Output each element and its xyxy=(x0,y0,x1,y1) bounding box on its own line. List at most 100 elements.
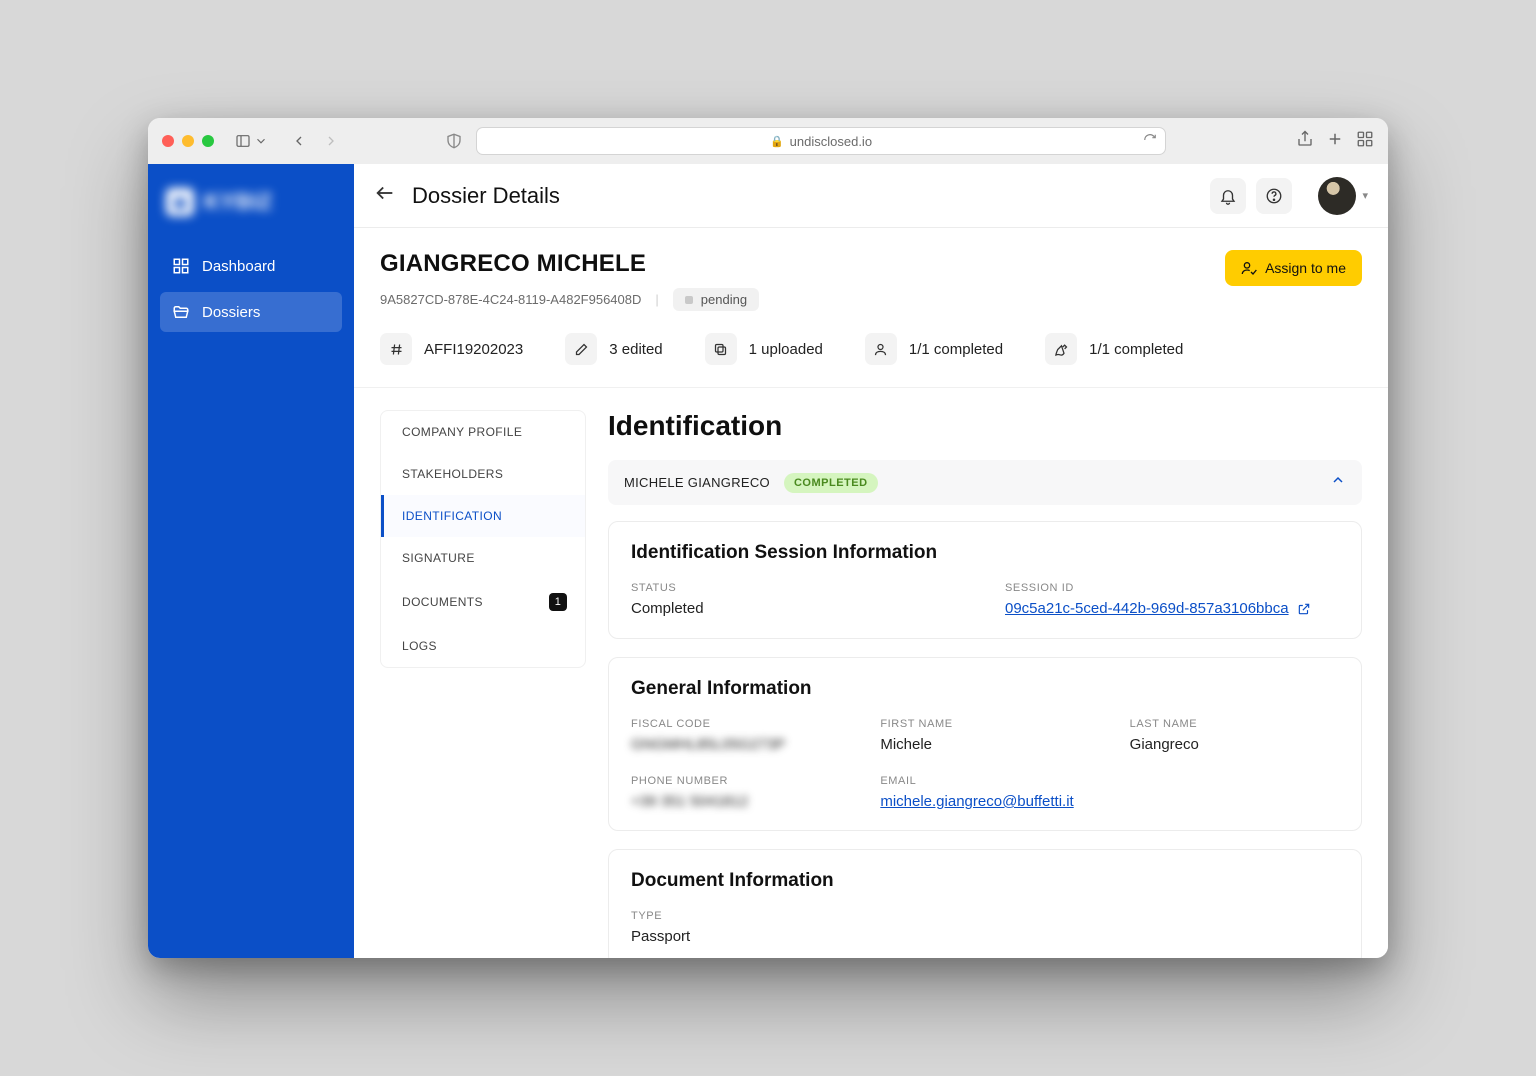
identification-detail: Identification MICHELE GIANGRECO COMPLET… xyxy=(608,410,1362,958)
reload-icon[interactable] xyxy=(1143,133,1157,150)
section-nav-label: STAKEHOLDERS xyxy=(402,467,503,481)
field-value: Completed xyxy=(631,600,965,617)
folder-open-icon xyxy=(172,303,190,321)
sidebar-item-dashboard[interactable]: Dashboard xyxy=(160,246,342,286)
privacy-shield-icon[interactable] xyxy=(442,132,466,150)
tab-overview-icon[interactable] xyxy=(1356,130,1374,153)
chevron-down-icon: ▾ xyxy=(1362,189,1368,202)
url-host: undisclosed.io xyxy=(790,134,872,149)
zoom-window-dot[interactable] xyxy=(202,135,214,147)
field-value: +39 351 5041812 xyxy=(631,793,840,810)
section-heading: Identification xyxy=(608,410,1362,442)
section-nav-signature[interactable]: SIGNATURE xyxy=(381,537,585,579)
field-value: Passport xyxy=(631,928,840,945)
email-link[interactable]: michele.giangreco@buffetti.it xyxy=(880,793,1073,810)
field-value: Michele xyxy=(880,736,1089,753)
stat-strip: AFFI19202023 3 edited 1 uploaded 1/1 com… xyxy=(380,311,1362,387)
section-nav-documents[interactable]: DOCUMENTS 1 xyxy=(381,579,585,625)
sidebar-item-label: Dossiers xyxy=(202,304,260,321)
stat-edited: 3 edited xyxy=(565,333,662,365)
hash-icon xyxy=(380,333,412,365)
tab-group-dropdown-icon[interactable] xyxy=(254,130,268,152)
app-sidebar: ◆ KYBIZ Dashboard Dossiers xyxy=(148,164,354,958)
topbar: Dossier Details ▾ xyxy=(354,164,1388,228)
section-nav-identification[interactable]: IDENTIFICATION xyxy=(381,495,585,537)
address-bar[interactable]: 🔒 undisclosed.io xyxy=(476,127,1166,155)
page-title: Dossier Details xyxy=(412,183,560,209)
section-nav-label: LOGS xyxy=(402,639,437,653)
field-first-name: FIRST NAME Michele xyxy=(880,718,1089,753)
app-main: Dossier Details ▾ xyxy=(354,164,1388,958)
share-icon[interactable] xyxy=(1296,130,1314,153)
stat-value: AFFI19202023 xyxy=(424,341,523,358)
general-info-card: General Information FISCAL CODE GNGMHL85… xyxy=(608,657,1362,831)
pen-icon xyxy=(1045,333,1077,365)
field-status: STATUS Completed xyxy=(631,582,965,618)
field-label: FISCAL CODE xyxy=(631,718,840,730)
section-nav-label: DOCUMENTS xyxy=(402,595,483,609)
stat-completed-people: 1/1 completed xyxy=(865,333,1003,365)
person-name: MICHELE GIANGRECO xyxy=(624,475,770,490)
user-menu[interactable]: ▾ xyxy=(1318,177,1368,215)
field-doc-type: TYPE Passport xyxy=(631,910,840,945)
card-title: Identification Session Information xyxy=(631,542,1339,564)
sidebar-item-label: Dashboard xyxy=(202,258,275,275)
traffic-lights xyxy=(162,135,214,147)
browser-chrome: 🔒 undisclosed.io xyxy=(148,118,1388,164)
field-last-name: LAST NAME Giangreco xyxy=(1130,718,1339,753)
field-phone: PHONE NUMBER +39 351 5041812 xyxy=(631,775,840,810)
section-nav-label: IDENTIFICATION xyxy=(402,509,502,523)
field-value: Giangreco xyxy=(1130,736,1339,753)
field-label: FIRST NAME xyxy=(880,718,1089,730)
dossier-status-pill: pending xyxy=(673,288,759,311)
section-nav-company-profile[interactable]: COMPANY PROFILE xyxy=(381,411,585,453)
close-window-dot[interactable] xyxy=(162,135,174,147)
section-nav-label: SIGNATURE xyxy=(402,551,475,565)
assign-to-me-button[interactable]: Assign to me xyxy=(1225,250,1362,286)
section-nav-label: COMPANY PROFILE xyxy=(402,425,522,439)
help-button[interactable] xyxy=(1256,178,1292,214)
dossier-summary: GIANGRECO MICHELE 9A5827CD-878E-4C24-811… xyxy=(354,228,1388,388)
card-title: Document Information xyxy=(631,870,1339,892)
primary-nav: Dashboard Dossiers xyxy=(148,246,354,332)
sidebar-item-dossiers[interactable]: Dossiers xyxy=(160,292,342,332)
notifications-button[interactable] xyxy=(1210,178,1246,214)
new-tab-icon[interactable] xyxy=(1326,130,1344,153)
nav-back-icon[interactable] xyxy=(288,130,310,152)
chevron-up-icon xyxy=(1330,472,1346,493)
status-dot-icon xyxy=(685,296,693,304)
brand-logo: ◆ KYBIZ xyxy=(148,182,354,246)
field-label: EMAIL xyxy=(880,775,1089,787)
section-nav-logs[interactable]: LOGS xyxy=(381,625,585,667)
avatar xyxy=(1318,177,1356,215)
sidebar-toggle-icon[interactable] xyxy=(232,130,254,152)
copy-icon xyxy=(705,333,737,365)
stat-reference: AFFI19202023 xyxy=(380,333,523,365)
nav-forward-icon xyxy=(320,130,342,152)
dossier-id: 9A5827CD-878E-4C24-8119-A482F956408D xyxy=(380,292,641,307)
help-icon xyxy=(1265,187,1283,205)
card-title: General Information xyxy=(631,678,1339,700)
dossier-status-text: pending xyxy=(701,292,747,307)
brand-mark: ◆ xyxy=(166,188,194,216)
field-label: STATUS xyxy=(631,582,965,594)
stat-value: 1/1 completed xyxy=(1089,341,1183,358)
stat-completed-sign: 1/1 completed xyxy=(1045,333,1183,365)
edit-icon xyxy=(565,333,597,365)
brand-name: KYBIZ xyxy=(204,189,273,215)
session-info-card: Identification Session Information STATU… xyxy=(608,521,1362,639)
external-link-icon xyxy=(1297,602,1311,616)
session-id-link[interactable]: 09c5a21c-5ced-442b-969d-857a3106bbca xyxy=(1005,600,1289,617)
document-info-card: Document Information TYPE Passport xyxy=(608,849,1362,958)
field-label: SESSION ID xyxy=(1005,582,1339,594)
section-nav-stakeholders[interactable]: STAKEHOLDERS xyxy=(381,453,585,495)
dashboard-icon xyxy=(172,257,190,275)
back-arrow-icon[interactable] xyxy=(374,182,398,209)
minimize-window-dot[interactable] xyxy=(182,135,194,147)
person-accordion-header[interactable]: MICHELE GIANGRECO COMPLETED xyxy=(608,460,1362,505)
stat-value: 3 edited xyxy=(609,341,662,358)
field-session-id: SESSION ID 09c5a21c-5ced-442b-969d-857a3… xyxy=(1005,582,1339,618)
field-fiscal-code: FISCAL CODE GNGMHL85L05G273P xyxy=(631,718,840,753)
field-email: EMAIL michele.giangreco@buffetti.it xyxy=(880,775,1089,810)
stat-value: 1/1 completed xyxy=(909,341,1003,358)
